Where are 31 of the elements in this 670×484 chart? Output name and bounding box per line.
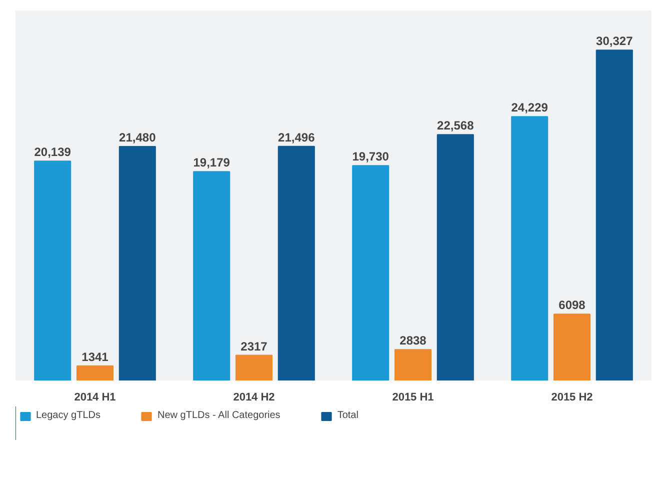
bar — [511, 116, 548, 380]
bar — [76, 365, 114, 380]
data-label: 24,229 — [511, 100, 548, 115]
bar — [394, 349, 432, 380]
data-label: 21,480 — [119, 130, 156, 145]
legend-label: New gTLDs - All Categories — [157, 410, 280, 421]
data-label: 19,730 — [352, 150, 390, 164]
data-label: 2838 — [400, 334, 427, 348]
legend-label: Total — [337, 410, 358, 421]
bar — [278, 146, 315, 380]
x-tick-label: 2014 H2 — [233, 392, 275, 404]
bar — [553, 314, 591, 380]
data-label: 19,179 — [193, 156, 230, 170]
bar — [235, 354, 273, 380]
data-label: 21,496 — [278, 130, 316, 144]
data-label: 30,327 — [596, 34, 634, 48]
x-tick-label: 2015 H2 — [551, 392, 593, 404]
bar — [436, 134, 474, 380]
bar — [118, 146, 156, 380]
legend-label: Legacy gTLDs — [36, 410, 100, 421]
bar — [34, 160, 72, 380]
bar — [596, 50, 633, 380]
data-label: 20,139 — [34, 145, 72, 160]
bar — [193, 171, 230, 380]
data-label: 2317 — [240, 339, 268, 354]
x-tick-label: 2014 H1 — [74, 392, 116, 404]
bar — [352, 165, 390, 380]
data-label: 1341 — [82, 350, 109, 364]
x-tick-label: 2015 H1 — [392, 392, 434, 404]
data-label: 22,568 — [437, 118, 474, 133]
data-label: 6098 — [558, 298, 586, 312]
